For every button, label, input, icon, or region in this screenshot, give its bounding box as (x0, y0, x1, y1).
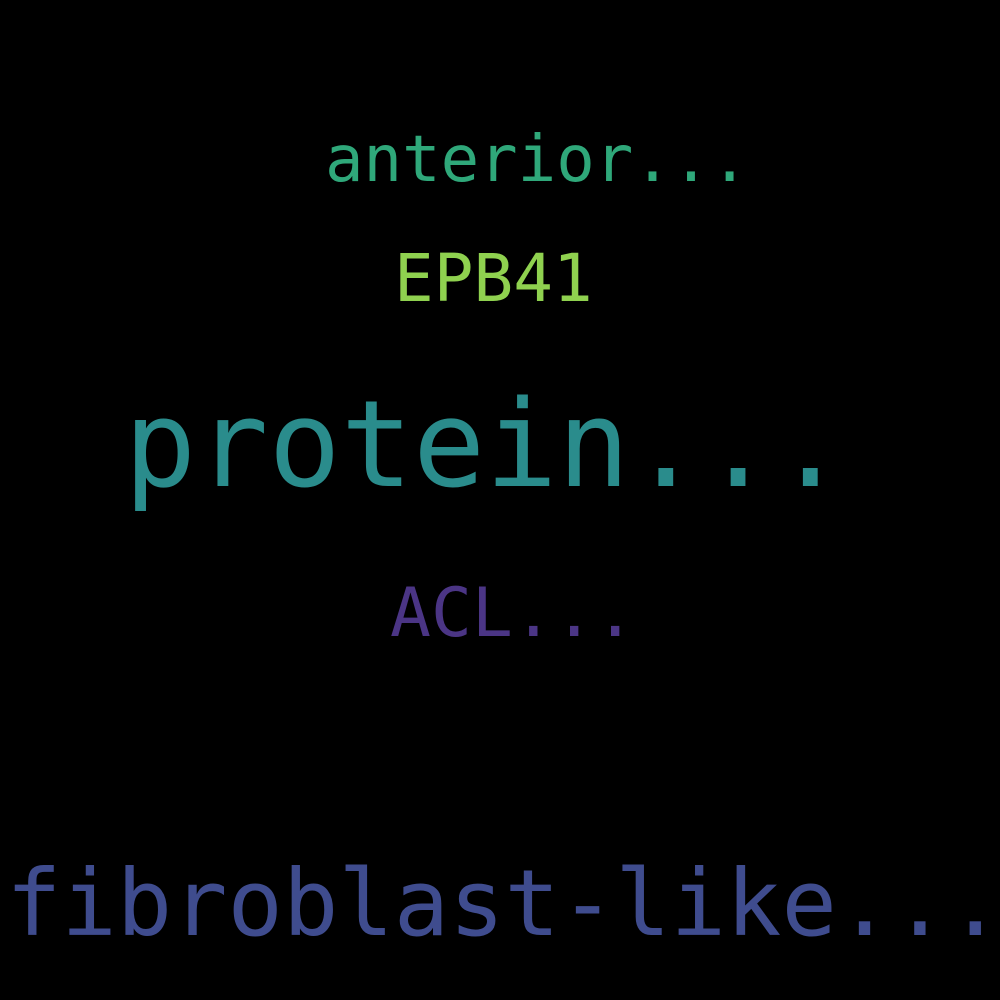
word-acl: ACL... (390, 574, 636, 653)
word-fibroblast-like: fibroblast-like... (6, 850, 1000, 957)
word-anterior: anterior... (325, 123, 749, 197)
word-epb41: EPB41 (394, 240, 593, 317)
word-protein: protein... (124, 376, 847, 515)
